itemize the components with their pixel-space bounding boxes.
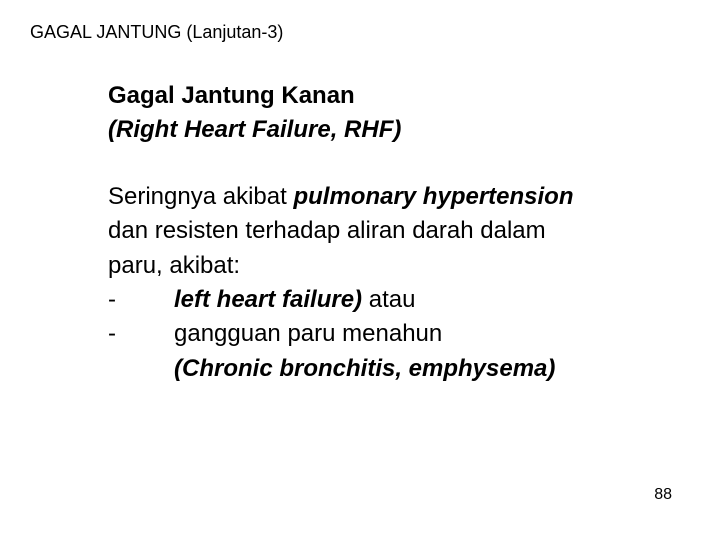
list-dash-1: - xyxy=(108,284,174,316)
page-number: 88 xyxy=(654,486,672,504)
slide-header: GAGAL JANTUNG (Lanjutan-3) xyxy=(30,22,283,43)
body-line-1: Seringnya akibat pulmonary hypertension xyxy=(108,181,680,213)
list-item-1b: atau xyxy=(362,286,415,313)
slide: GAGAL JANTUNG (Lanjutan-3) Gagal Jantung… xyxy=(0,0,720,540)
list-item-1-text: left heart failure) atau xyxy=(174,284,415,316)
header-title: GAGAL JANTUNG (Lanjutan-3) xyxy=(30,22,283,42)
heading-line-2: (Right Heart Failure, RHF) xyxy=(108,114,680,146)
list-item-2: - gangguan paru menahun xyxy=(108,318,680,350)
list-dash-2: - xyxy=(108,318,174,350)
list-item-2a: gangguan paru menahun xyxy=(174,318,442,350)
list-item-1: - left heart failure) atau xyxy=(108,284,680,316)
body-line-3: paru, akibat: xyxy=(108,250,680,282)
spacer xyxy=(108,149,680,181)
slide-content: Gagal Jantung Kanan (Right Heart Failure… xyxy=(108,80,680,387)
heading-line-1: Gagal Jantung Kanan xyxy=(108,80,680,112)
list-item-2b: (Chronic bronchitis, emphysema) xyxy=(108,353,680,385)
body-line-1a: Seringnya akibat xyxy=(108,183,293,210)
body-line-2: dan resisten terhadap aliran darah dalam xyxy=(108,215,680,247)
body-line-1b: pulmonary hypertension xyxy=(293,183,573,210)
list-item-1a: left heart failure) xyxy=(174,286,362,313)
